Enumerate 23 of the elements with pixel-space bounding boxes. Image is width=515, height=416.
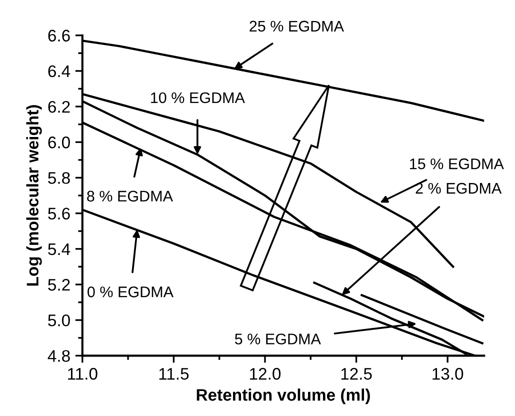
y-tick-label: 6.2	[48, 100, 70, 113]
annotation: 10 % EGDMA	[151, 92, 245, 104]
y-tick-label: 5.0	[48, 314, 70, 326]
annotation: 5 % EGDMA	[234, 334, 321, 344]
x-axis-title: Retention volume (ml)	[196, 388, 370, 404]
annotation: 0 % EGDMA	[88, 286, 174, 298]
y-tick-label: 5.2	[48, 278, 70, 291]
y-tick-label: 5.8	[48, 172, 70, 184]
x-tick-label: 11.0	[68, 368, 98, 380]
y-axis-title: Log (molecular weight)	[26, 105, 42, 286]
x-tick-label: 12.0	[250, 368, 281, 380]
y-tick-label: 5.6	[48, 208, 70, 220]
annotation: 25 % EGDMA	[250, 20, 344, 32]
x-tick-label: 13.0	[432, 368, 464, 380]
y-tick-label: 6.4	[48, 65, 70, 78]
annotation: 15 % EGDMA	[410, 158, 504, 170]
x-tick-label: 11.5	[159, 368, 189, 380]
y-tick-label: 4.8	[48, 350, 70, 362]
y-tick-label: 6.6	[48, 30, 70, 42]
y-tick-label: 6.0	[48, 136, 70, 148]
x-tick-label: 12.5	[341, 368, 372, 380]
annotation: 8 % EGDMA	[87, 190, 173, 202]
y-tick-label: 5.4	[48, 243, 70, 256]
